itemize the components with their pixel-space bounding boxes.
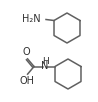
Text: H₂N: H₂N [22,14,40,24]
Text: O: O [23,47,30,57]
Text: H: H [42,57,48,66]
Text: N: N [41,61,49,71]
Text: OH: OH [20,76,35,86]
